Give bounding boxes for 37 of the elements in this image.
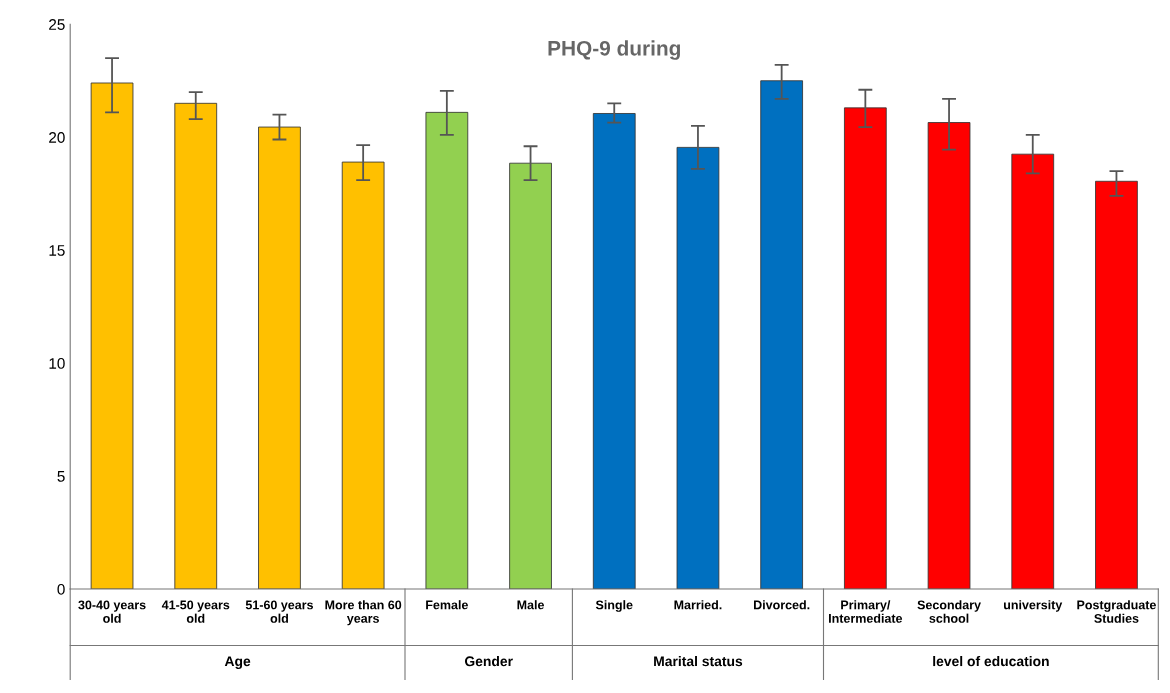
x-tick-label: Secondary school [917, 600, 981, 623]
bar [425, 111, 469, 590]
y-tick-label: 0 [57, 583, 65, 595]
bar [676, 146, 720, 590]
text: level of education [933, 656, 1049, 667]
bar [927, 122, 971, 590]
text: PHQ-9 during [548, 40, 680, 60]
bar [844, 107, 887, 590]
x-tick-label: university [1004, 600, 1063, 612]
x-tick-label: Female [426, 600, 468, 610]
bar [592, 113, 636, 590]
y-tick-label: 15 [49, 245, 65, 256]
y-tick-label: 25 [49, 19, 65, 30]
y-tick-label: 20 [49, 132, 65, 143]
text: Marital status [654, 656, 743, 667]
bar [174, 102, 218, 590]
x-tick-label: Male [517, 600, 545, 610]
bar [1095, 180, 1138, 590]
x-tick-label: 30-40 years old [78, 600, 146, 623]
x-tick-label: 41-50 years old [161, 600, 230, 623]
x-tick-label: Primary/ Intermediate [829, 600, 903, 623]
bar [760, 80, 803, 590]
x-tick-label: Single [595, 600, 633, 612]
text: Gender [464, 656, 513, 667]
x-tick-label: 51-60 years old [245, 600, 313, 623]
bar [341, 161, 385, 590]
text: Age [224, 656, 251, 669]
x-tick-label: More than 60 years [325, 600, 402, 626]
bar [90, 82, 134, 590]
x-tick-label: Married. [674, 600, 722, 610]
y-tick-label: 5 [57, 471, 65, 482]
bar [258, 126, 301, 590]
y-tick-label: 10 [49, 358, 65, 369]
bar [509, 162, 552, 590]
x-tick-label: Divorced. [754, 600, 810, 610]
bar [1011, 153, 1055, 590]
x-tick-label: Postgraduate Studies [1077, 600, 1156, 623]
